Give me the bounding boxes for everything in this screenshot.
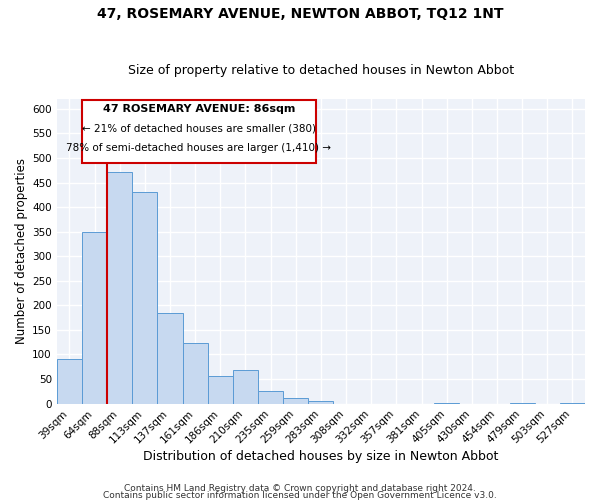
Text: Contains HM Land Registry data © Crown copyright and database right 2024.: Contains HM Land Registry data © Crown c… [124, 484, 476, 493]
Text: 47, ROSEMARY AVENUE, NEWTON ABBOT, TQ12 1NT: 47, ROSEMARY AVENUE, NEWTON ABBOT, TQ12 … [97, 8, 503, 22]
Y-axis label: Number of detached properties: Number of detached properties [15, 158, 28, 344]
Bar [82, 232, 107, 404]
Text: 78% of semi-detached houses are larger (1,410) →: 78% of semi-detached houses are larger (… [67, 143, 331, 153]
X-axis label: Distribution of detached houses by size in Newton Abbot: Distribution of detached houses by size … [143, 450, 499, 462]
Bar [509, 402, 535, 404]
Bar [157, 312, 182, 404]
FancyBboxPatch shape [82, 100, 316, 163]
Text: ← 21% of detached houses are smaller (380): ← 21% of detached houses are smaller (38… [82, 124, 316, 134]
Bar [132, 192, 157, 404]
Bar [560, 402, 585, 404]
Bar [182, 343, 208, 404]
Bar [57, 360, 82, 404]
Bar [107, 172, 132, 404]
Bar [308, 400, 334, 404]
Bar [434, 402, 459, 404]
Text: Contains public sector information licensed under the Open Government Licence v3: Contains public sector information licen… [103, 490, 497, 500]
Bar [258, 392, 283, 404]
Bar [283, 398, 308, 404]
Bar [233, 370, 258, 404]
Text: 47 ROSEMARY AVENUE: 86sqm: 47 ROSEMARY AVENUE: 86sqm [103, 104, 295, 114]
Title: Size of property relative to detached houses in Newton Abbot: Size of property relative to detached ho… [128, 64, 514, 77]
Bar [208, 376, 233, 404]
